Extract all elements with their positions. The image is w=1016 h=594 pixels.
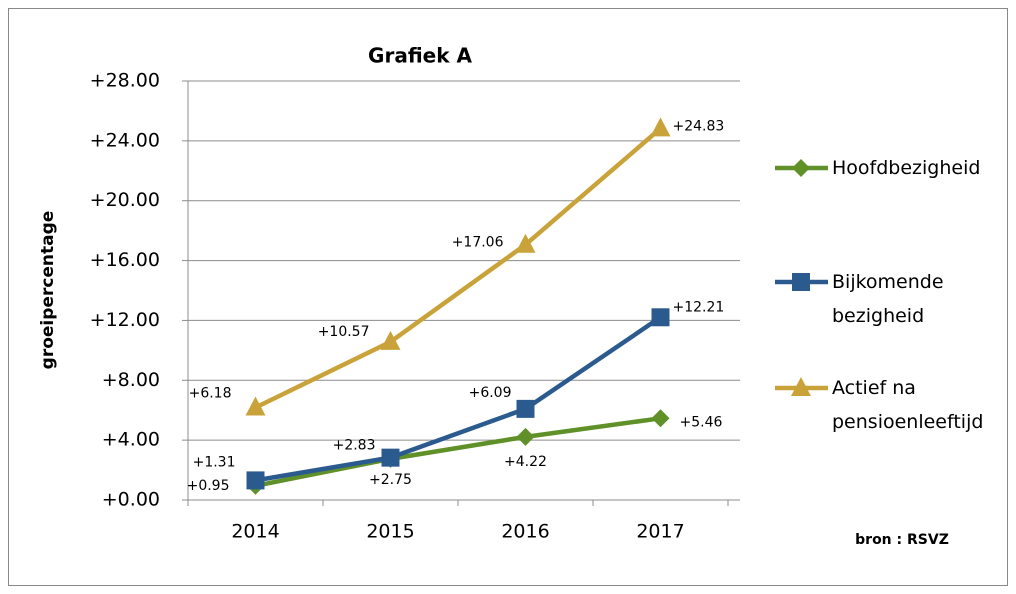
marker [380, 330, 401, 350]
y-tick-label: +8.00 [102, 369, 160, 391]
x-tick-label: 2017 [636, 521, 684, 543]
series-line [255, 416, 661, 488]
marker [381, 448, 400, 467]
x-tick-label: 2016 [501, 521, 549, 543]
x-tick-label: 2014 [231, 521, 279, 543]
marker [791, 377, 811, 396]
data-label: +12.21 [673, 299, 725, 315]
marker [651, 308, 670, 327]
data-label: +24.83 [673, 118, 725, 134]
legend-label: Hoofdbezigheid [832, 157, 981, 179]
y-tick-label: +12.00 [90, 309, 160, 331]
y-tick-label: +0.00 [102, 489, 160, 511]
data-label: +6.18 [189, 386, 232, 402]
series-line [254, 126, 662, 410]
y-tick-label: +28.00 [90, 70, 160, 92]
y-tick-label: +16.00 [90, 249, 160, 271]
data-label: +1.31 [193, 454, 236, 470]
marker [651, 409, 670, 428]
y-tick-label: +24.00 [90, 129, 160, 151]
data-label: +6.09 [469, 385, 512, 401]
data-label: +0.95 [187, 478, 230, 494]
legend-label: Actief na pensioenleeftijd [832, 377, 984, 433]
data-label: +10.57 [318, 324, 370, 340]
source: bron : RSVZ [855, 532, 949, 548]
marker [792, 273, 810, 291]
chart-title: Grafiek A [368, 44, 472, 68]
x-tick-label: 2015 [366, 521, 414, 543]
data-label: +2.83 [333, 438, 376, 454]
chart-border [8, 8, 1008, 586]
marker [650, 117, 671, 137]
marker [516, 399, 535, 418]
y-tick-label: +20.00 [90, 189, 160, 211]
y-axis-label: groeipercentage [38, 211, 58, 370]
marker [245, 396, 266, 416]
marker [516, 427, 535, 446]
marker [515, 233, 536, 253]
marker [792, 159, 810, 177]
y-tick-label: +4.00 [102, 429, 160, 451]
legend-label: Bijkomende bezigheid [832, 271, 944, 327]
marker [246, 471, 265, 490]
data-label: +2.75 [369, 472, 412, 488]
data-label: +4.22 [504, 454, 547, 470]
data-label: +5.46 [680, 414, 723, 430]
series-line [255, 315, 662, 483]
data-label: +17.06 [452, 235, 504, 251]
